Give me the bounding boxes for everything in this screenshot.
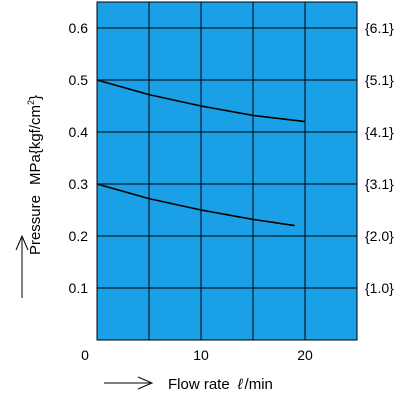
y2-tick-label: {2.0}	[365, 228, 394, 244]
x-axis-label: Flow rate ℓ/min	[168, 376, 273, 393]
x-tick-label: 0	[81, 347, 89, 363]
y-tick-labels: 0.1 0.2 0.3 0.4 0.5 0.6	[69, 20, 89, 296]
y-tick-label: 0.3	[69, 176, 89, 192]
y-axis-label: PressureMPa{kgf/cm2}	[26, 95, 44, 255]
x-tick-labels: 0 10 20	[81, 347, 313, 363]
y2-tick-label: {6.1}	[365, 20, 394, 36]
y2-tick-labels: {1.0} {2.0} {3.1} {4.1} {5.1} {6.1}	[365, 20, 394, 296]
y-tick-label: 0.2	[69, 228, 89, 244]
x-tick-label: 20	[297, 347, 313, 363]
plot-border	[96, 1, 358, 341]
plot-area	[97, 2, 357, 340]
x-axis-arrow	[104, 376, 154, 390]
y-tick-label: 0.6	[69, 20, 89, 36]
series-group	[96, 79, 306, 227]
y2-tick-label: {1.0}	[365, 280, 394, 296]
y2-tick-label: {3.1}	[365, 176, 394, 192]
series-line-2	[96, 183, 295, 227]
y-axis-arrow	[15, 234, 29, 298]
x-tick-label: 10	[193, 347, 209, 363]
y-tick-label: 0.1	[69, 280, 89, 296]
y-tick-label: 0.4	[69, 124, 89, 140]
series-line-1	[96, 79, 306, 123]
y2-tick-label: {4.1}	[365, 124, 394, 140]
grid-lines	[97, 2, 357, 340]
y-tick-label: 0.5	[69, 72, 89, 88]
y2-tick-label: {5.1}	[365, 72, 394, 88]
y-axis-label-group: PressureMPa{kgf/cm2}	[26, 95, 44, 255]
